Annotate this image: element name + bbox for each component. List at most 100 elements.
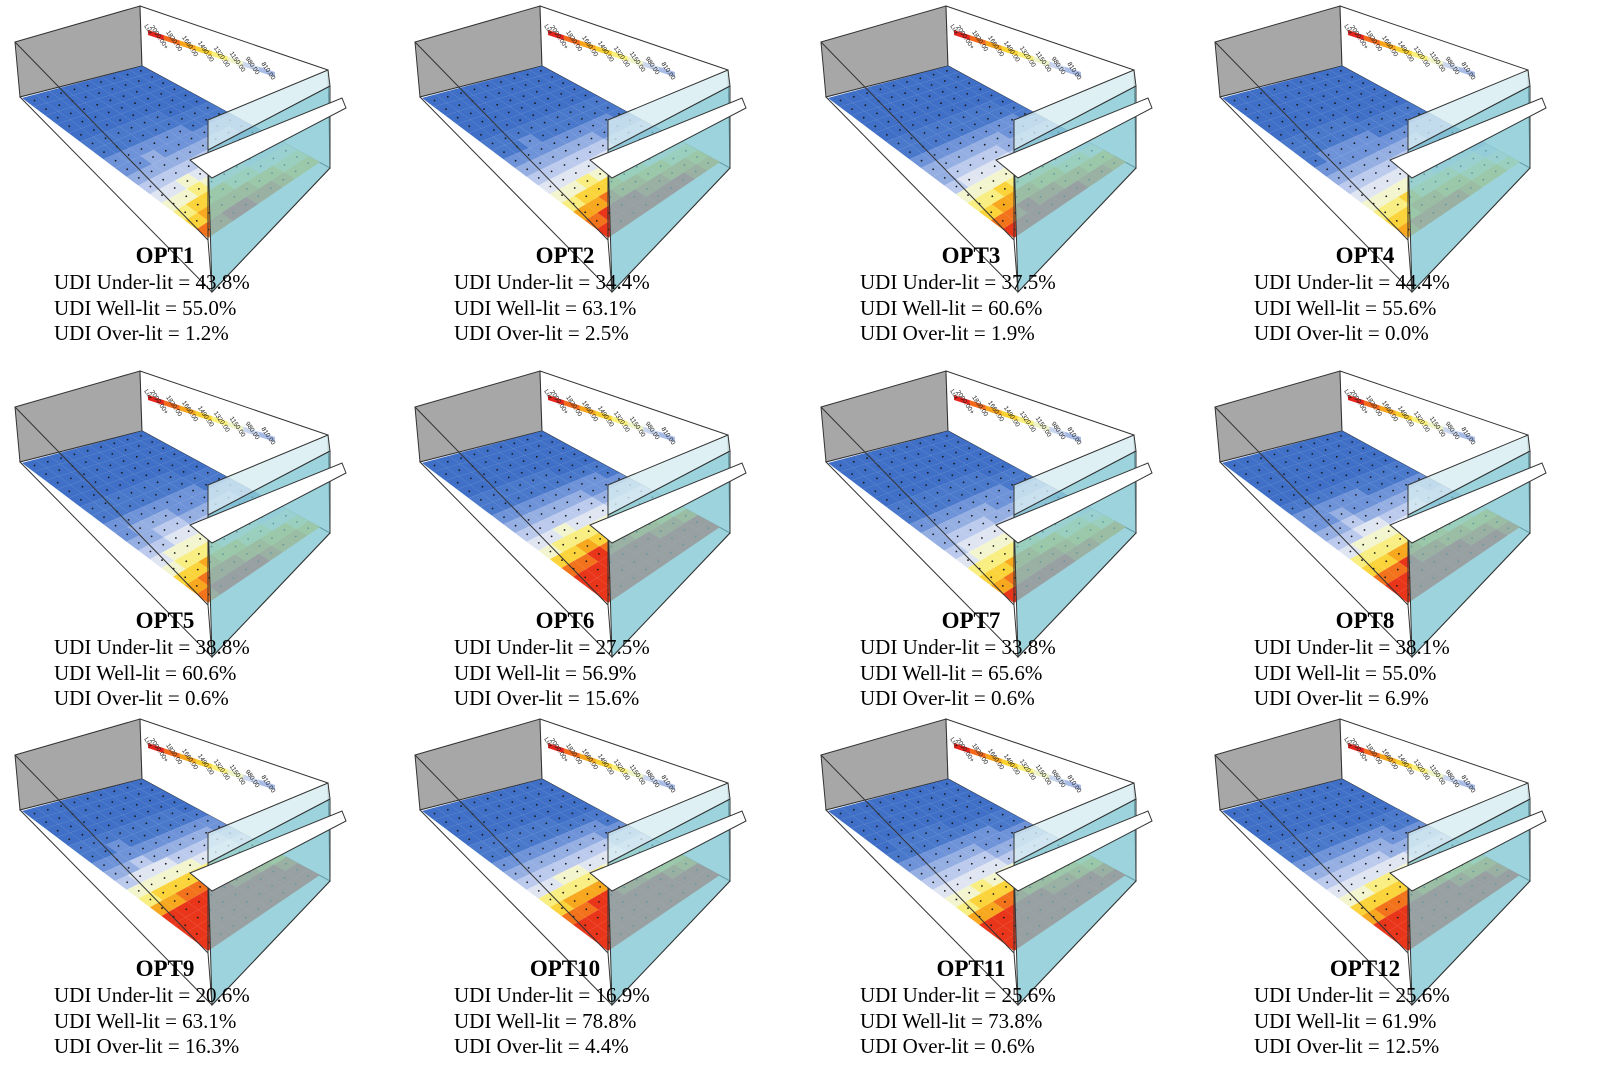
sensor-dot [1327,519,1330,521]
sensor-dot [122,460,125,462]
sensor-dot [1326,881,1329,884]
sensor-dot [493,129,495,131]
sensor-dot [203,131,206,134]
sensor-dot [1270,112,1272,115]
sensor-dot [68,125,71,128]
sensor-dot [596,568,599,571]
sensor-dot [575,537,577,539]
sensor-dot [1379,843,1382,846]
sensor-dot [145,822,148,825]
sensor-dot [1324,797,1327,799]
sensor-dot [195,220,198,222]
sensor-dot [194,477,196,480]
sensor-dot [1298,805,1300,807]
sensor-dot [513,442,516,445]
sensor-dot [585,195,588,198]
sensor-dot [484,461,487,463]
sensor-dot [1294,481,1297,483]
sensor-dot [493,842,495,844]
sensor-dot [852,95,855,98]
sensor-dot [983,143,986,146]
sensor-dot [1002,916,1005,919]
sensor-dot [945,162,947,165]
sensor-dot [549,898,552,901]
sensor-dot [579,495,582,498]
sensor-dot [513,790,516,793]
sensor-dot [582,819,585,821]
udi-over-lit: UDI Over-lit = 0.0% [1254,321,1429,345]
sensor-dot [953,97,955,100]
sensor-dot [987,118,989,120]
sensor-dot [1280,499,1282,501]
sensor-dot [535,455,538,458]
sensor-dot [537,793,540,795]
sensor-dot [945,527,947,529]
sensor-dot [573,187,576,189]
light-shelf [995,810,1153,892]
sensor-dot [967,194,969,197]
sensor-dot [1024,478,1026,480]
sensor-dot [1381,831,1383,833]
sensor-dot [560,806,563,808]
sensor-dot [998,124,1000,127]
sensor-dot [527,867,530,869]
legend-swatch [1001,758,1018,769]
sensor-dot [923,845,926,847]
sensor-dot [124,84,127,86]
sensor-dot [1339,527,1341,529]
sensor-dot [1326,438,1329,441]
sensor-dot [974,836,976,839]
sensor-dot [1351,441,1353,443]
sensor-dot [535,803,538,806]
sensor-dot [549,185,552,188]
sensor-dot [109,99,112,102]
sensor-dot [928,460,931,462]
sensor-dot [933,519,936,521]
udi-well-lit: UDI Well-lit = 63.1% [54,1008,237,1033]
sensor-dot [553,142,556,145]
legend-swatch [148,395,164,406]
legend-swatch [179,405,196,416]
legend-swatch [1459,66,1475,77]
sensor-dot [496,468,499,471]
legend-swatch [1427,56,1444,67]
sensor-dot [218,826,220,828]
sensor-dot [203,844,206,847]
sensor-dot [460,92,462,94]
sensor-dot [996,850,999,853]
sensor-dot [139,875,142,877]
sensor-dot [932,73,935,76]
option-panel: 2000.00+ 1830.00 1660.00 1490.00 1320.00 1150… [0,0,400,363]
sensor-dot [943,890,946,892]
sensor-dot [173,453,176,456]
sensor-dot [993,878,996,881]
option-panel: 2000.00+ 1830.00 1660.00 1490.00 1320.00 1150… [0,713,400,1076]
sensor-dot [899,494,901,496]
sensor-dot [576,870,579,873]
sensor-dot [202,509,204,512]
legend-swatch [1427,421,1444,432]
sensor-dot [493,494,495,496]
sensor-dot [596,916,599,919]
sensor-dot [484,809,487,811]
sensor-dot [1326,533,1329,536]
sensor-dot [957,789,959,791]
sensor-dot [60,805,62,807]
sensor-dot [446,460,449,463]
sensor-dot [70,477,72,480]
sensor-dot [904,805,906,807]
sensor-dot [594,112,596,115]
sensor-dot [1319,484,1321,486]
room-daylight-diagram: 2000.00+1830.001660.001490.001320.001150… [14,718,347,1007]
sensor-dot [1376,157,1379,160]
sensor-dot [1001,813,1004,816]
sensor-dot [892,797,895,800]
light-shelf [995,97,1153,179]
sensor-dot [1011,483,1013,486]
sensor-dot [951,474,954,477]
sensor-dot [906,446,908,448]
sensor-dot [117,497,120,499]
sensor-dot [964,469,967,472]
sensor-dot [456,829,459,832]
sensor-dot [1405,483,1407,486]
